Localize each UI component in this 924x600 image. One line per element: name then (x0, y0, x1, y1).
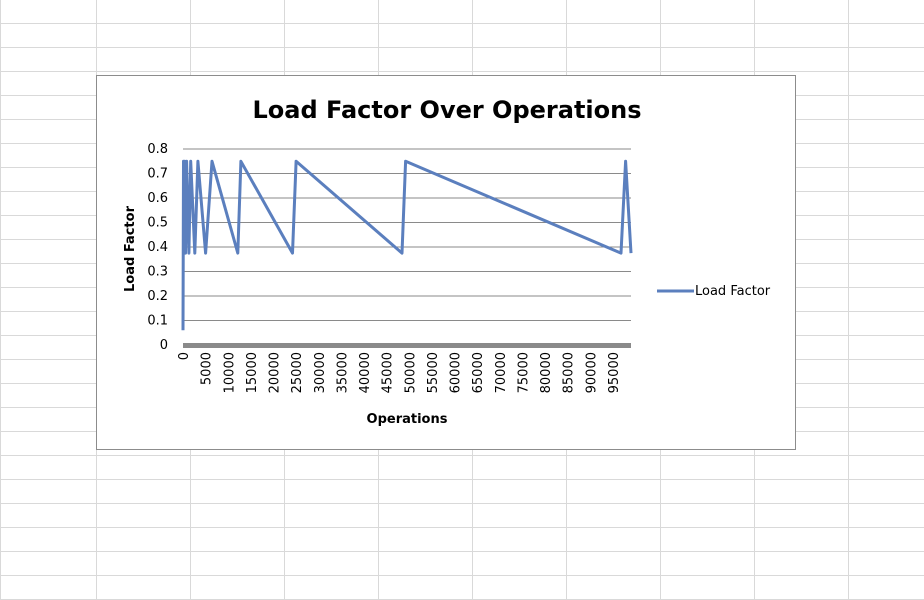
chart-title: Load Factor Over Operations (252, 96, 641, 124)
x-tick-label: 35000 (335, 352, 350, 393)
x-tick-label: 25000 (290, 352, 305, 393)
x-tick-label: 95000 (607, 352, 622, 393)
x-tick-label: 85000 (562, 352, 577, 393)
chart-object[interactable]: Load Factor Over Operations 0 0.1 0.2 0.3 0.… (96, 75, 796, 450)
x-tick-label: 10000 (222, 352, 237, 393)
x-tick-label: 0 (177, 352, 192, 360)
y-tick-label: 0.4 (147, 240, 168, 255)
x-tick-label: 80000 (539, 352, 554, 393)
x-tick-label: 70000 (494, 352, 509, 393)
line-chart: Load Factor Over Operations 0 0.1 0.2 0.3 0.… (123, 96, 771, 427)
y-tick-label: 0.1 (147, 314, 168, 329)
x-tick-label: 20000 (268, 352, 283, 393)
y-tick-label: 0.7 (147, 167, 168, 182)
x-tick-label: 15000 (245, 352, 260, 393)
y-tick-label: 0 (160, 338, 168, 353)
x-axis-ticks: 0 5000 10000 15000 20000 25000 30000 35000 40000… (177, 352, 622, 393)
legend-label: Load Factor (695, 284, 771, 299)
series-line-load-factor (181, 159, 633, 331)
x-tick-label: 65000 (471, 352, 486, 393)
x-axis-title: Operations (367, 412, 448, 427)
x-tick-label: 90000 (584, 352, 599, 393)
x-tick-label: 30000 (313, 352, 328, 393)
y-axis-title: Load Factor (123, 205, 138, 292)
y-tick-label: 0.3 (147, 265, 168, 280)
legend: Load Factor (657, 284, 771, 299)
x-axis-line (183, 343, 631, 348)
x-tick-label: 60000 (449, 352, 464, 393)
y-tick-label: 0.8 (147, 142, 168, 157)
x-tick-label: 40000 (358, 352, 373, 393)
x-tick-label: 75000 (516, 352, 531, 393)
x-tick-label: 5000 (200, 352, 215, 385)
x-tick-label: 45000 (381, 352, 396, 393)
y-tick-label: 0.6 (147, 191, 168, 206)
x-tick-label: 55000 (426, 352, 441, 393)
series-layer (181, 159, 633, 331)
y-tick-label: 0.2 (147, 289, 168, 304)
y-tick-label: 0.5 (147, 216, 168, 231)
y-axis-ticks: 0 0.1 0.2 0.3 0.4 0.5 0.6 0.7 0.8 (147, 142, 168, 353)
gridlines (183, 148, 631, 321)
x-tick-label: 50000 (403, 352, 418, 393)
